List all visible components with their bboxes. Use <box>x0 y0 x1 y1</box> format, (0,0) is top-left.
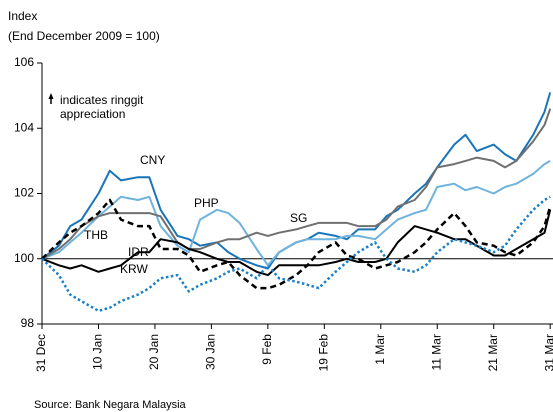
x-tick-label: 10 Jan <box>91 334 105 370</box>
series-line <box>41 198 552 290</box>
annotation: indicates ringgit <box>60 93 144 107</box>
x-tick-label: 1 Mar <box>373 334 387 365</box>
series-label: PHP <box>194 196 219 210</box>
x-tick-label: 20 Jan <box>147 334 161 370</box>
x-tick-label: 30 Jan <box>204 334 218 370</box>
arrow-head <box>48 93 54 99</box>
y-tick-label: 104 <box>14 120 34 134</box>
series-line <box>41 195 551 313</box>
x-tick-label: 11 Mar <box>429 334 443 370</box>
x-tick-label: 19 Feb <box>316 334 330 372</box>
series-line <box>41 209 552 277</box>
series-line <box>41 160 551 267</box>
series-line <box>41 108 552 260</box>
y-tick-label: 98 <box>21 316 35 330</box>
x-tick-label: 21 Mar <box>486 334 500 371</box>
y-axis-label: Index <box>8 9 37 23</box>
x-tick-label: 31 Dec <box>34 334 48 372</box>
series-label: IDR <box>128 245 149 259</box>
y-axis-label: (End December 2009 = 100) <box>8 29 160 43</box>
series-label: KRW <box>120 262 148 276</box>
series-label: CNY <box>140 153 165 167</box>
series-label: THB <box>84 228 108 242</box>
y-tick-label: 106 <box>14 55 34 69</box>
y-tick-label: 100 <box>14 251 34 265</box>
source: Source: Bank Negara Malaysia <box>34 399 187 411</box>
y-tick-label: 102 <box>14 186 34 200</box>
annotation: appreciation <box>60 107 125 121</box>
series-label: SG <box>290 211 307 225</box>
x-tick-label: 9 Feb <box>260 334 274 365</box>
x-tick-label: 31 Mar <box>542 334 553 371</box>
